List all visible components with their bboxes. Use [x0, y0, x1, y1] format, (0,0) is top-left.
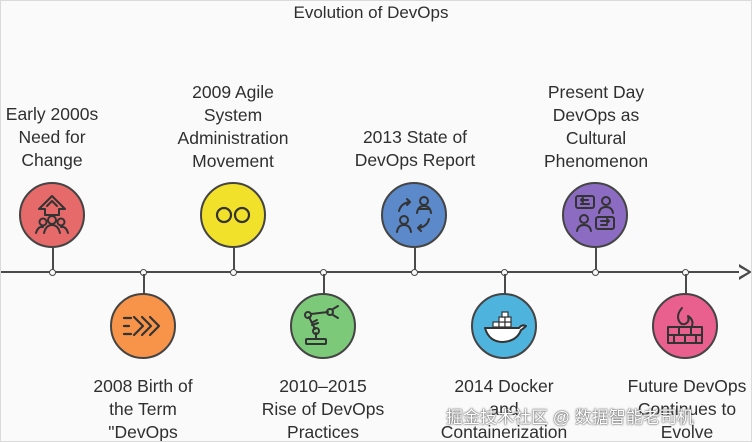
event-2-line-3: "DevOps — [108, 422, 178, 442]
event-8-stem — [685, 274, 687, 294]
event-5-line-2: DevOps Report — [354, 150, 476, 170]
chevrons-icon — [122, 315, 161, 337]
timeline-axis — [1, 271, 746, 273]
event-5-stem — [414, 248, 416, 272]
event-7-stem — [595, 248, 597, 272]
event-4-line-1: 2010–2015 — [279, 376, 367, 396]
event-7-line-1: Present Day — [547, 82, 645, 102]
event-8-circle — [652, 293, 718, 359]
event-6-line-2: and — [489, 399, 519, 419]
event-2-line-2: the Term — [109, 399, 177, 419]
event-7-line-4: Phenomenon — [543, 151, 649, 171]
event-2-circle — [110, 293, 176, 359]
event-5-label: 2013 State of DevOps Report — [335, 126, 495, 172]
event-4-label: 2010–2015 Rise of DevOps Practices — [243, 375, 403, 442]
event-8-label: Future DevOps Continues to Evolve — [607, 375, 751, 442]
event-3-line-3: Administration — [177, 128, 289, 148]
event-1-line-2: Need for — [18, 127, 86, 147]
event-4-circle — [290, 293, 356, 359]
event-7-marker — [592, 269, 599, 276]
event-8-line-1: Future DevOps — [627, 376, 747, 396]
event-3-line-2: System — [203, 105, 263, 125]
event-4-line-3: Practices — [287, 422, 359, 442]
event-3-marker — [230, 269, 237, 276]
event-2-stem — [143, 274, 145, 294]
event-1-label: Early 2000s Need for Change — [1, 103, 132, 172]
event-2-label: 2008 Birth of the Term "DevOps — [63, 375, 223, 442]
event-1-stem — [52, 248, 54, 272]
event-7-label: Present Day DevOps as Cultural Phenomeno… — [516, 81, 676, 173]
watermark: 掘金技术社区 @ 数据智能老司机 — [446, 408, 694, 427]
event-1-line-1: Early 2000s — [5, 104, 99, 124]
event-6-circle — [471, 293, 537, 359]
event-1-circle — [19, 182, 85, 248]
event-5-line-1: 2013 State of — [362, 127, 468, 147]
event-5-circle — [381, 182, 447, 248]
event-3-line-4: Movement — [192, 151, 274, 171]
event-3-label: 2009 Agile System Administration Movemen… — [153, 81, 313, 173]
conversation-icon — [575, 195, 615, 232]
event-7-line-3: Cultural — [565, 128, 627, 148]
event-6-stem — [504, 274, 506, 294]
diagram-title: Evolution of DevOps — [293, 3, 449, 22]
event-5-marker — [411, 269, 418, 276]
event-1-marker — [49, 269, 56, 276]
robot-arm-icon — [304, 305, 339, 345]
event-6-line-1: 2014 Docker — [454, 376, 554, 396]
event-6-line-3: Containerization — [440, 422, 568, 442]
event-8-line-3: Evolve — [660, 422, 714, 442]
people-growth-icon — [35, 195, 69, 234]
docker-whale-icon — [484, 311, 527, 343]
event-7-line-2: DevOps as — [552, 105, 640, 125]
timeline-arrowhead — [739, 264, 751, 280]
event-1-line-3: Change — [21, 150, 83, 170]
event-7-circle — [562, 182, 628, 248]
event-3-stem — [233, 248, 235, 272]
firewall-icon — [667, 307, 703, 344]
event-2-line-1: 2008 Birth of — [93, 376, 193, 396]
event-3-circle — [200, 182, 266, 248]
event-4-line-2: Rise of DevOps — [261, 399, 385, 419]
event-3-line-1: 2009 Agile — [192, 82, 274, 102]
event-4-stem — [323, 274, 325, 294]
event-8-line-2: Continues to — [637, 399, 737, 419]
two-circles-icon — [215, 206, 251, 224]
event-6-label: 2014 Docker and Containerization — [424, 375, 584, 442]
collaboration-icon — [396, 196, 432, 233]
